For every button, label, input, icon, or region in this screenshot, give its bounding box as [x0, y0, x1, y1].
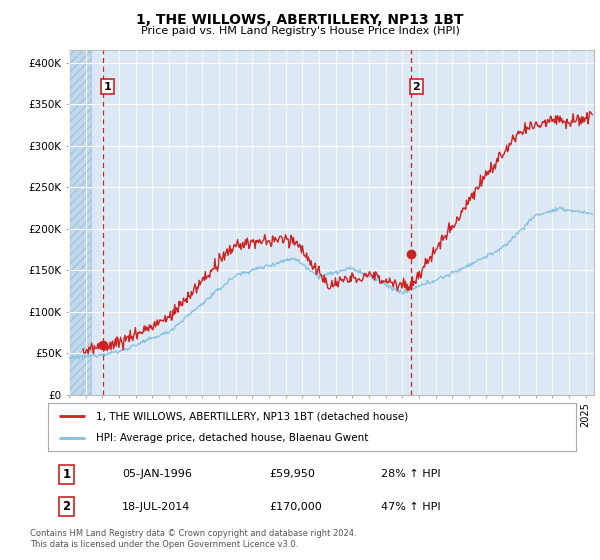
Text: 28% ↑ HPI: 28% ↑ HPI: [380, 469, 440, 479]
Text: 2: 2: [412, 82, 420, 92]
Text: Contains HM Land Registry data © Crown copyright and database right 2024.
This d: Contains HM Land Registry data © Crown c…: [30, 529, 356, 549]
Text: £59,950: £59,950: [270, 469, 316, 479]
Text: £170,000: £170,000: [270, 502, 323, 512]
Text: 18-JUL-2014: 18-JUL-2014: [122, 502, 190, 512]
Text: 2: 2: [62, 500, 71, 513]
Text: 1: 1: [104, 82, 112, 92]
Text: 1, THE WILLOWS, ABERTILLERY, NP13 1BT (detached house): 1, THE WILLOWS, ABERTILLERY, NP13 1BT (d…: [95, 411, 408, 421]
Text: 47% ↑ HPI: 47% ↑ HPI: [380, 502, 440, 512]
Text: 05-JAN-1996: 05-JAN-1996: [122, 469, 192, 479]
Text: 1, THE WILLOWS, ABERTILLERY, NP13 1BT: 1, THE WILLOWS, ABERTILLERY, NP13 1BT: [136, 13, 464, 27]
Text: HPI: Average price, detached house, Blaenau Gwent: HPI: Average price, detached house, Blae…: [95, 433, 368, 443]
Text: 1: 1: [62, 468, 71, 481]
Text: Price paid vs. HM Land Registry's House Price Index (HPI): Price paid vs. HM Land Registry's House …: [140, 26, 460, 36]
Bar: [69, 50, 91, 395]
